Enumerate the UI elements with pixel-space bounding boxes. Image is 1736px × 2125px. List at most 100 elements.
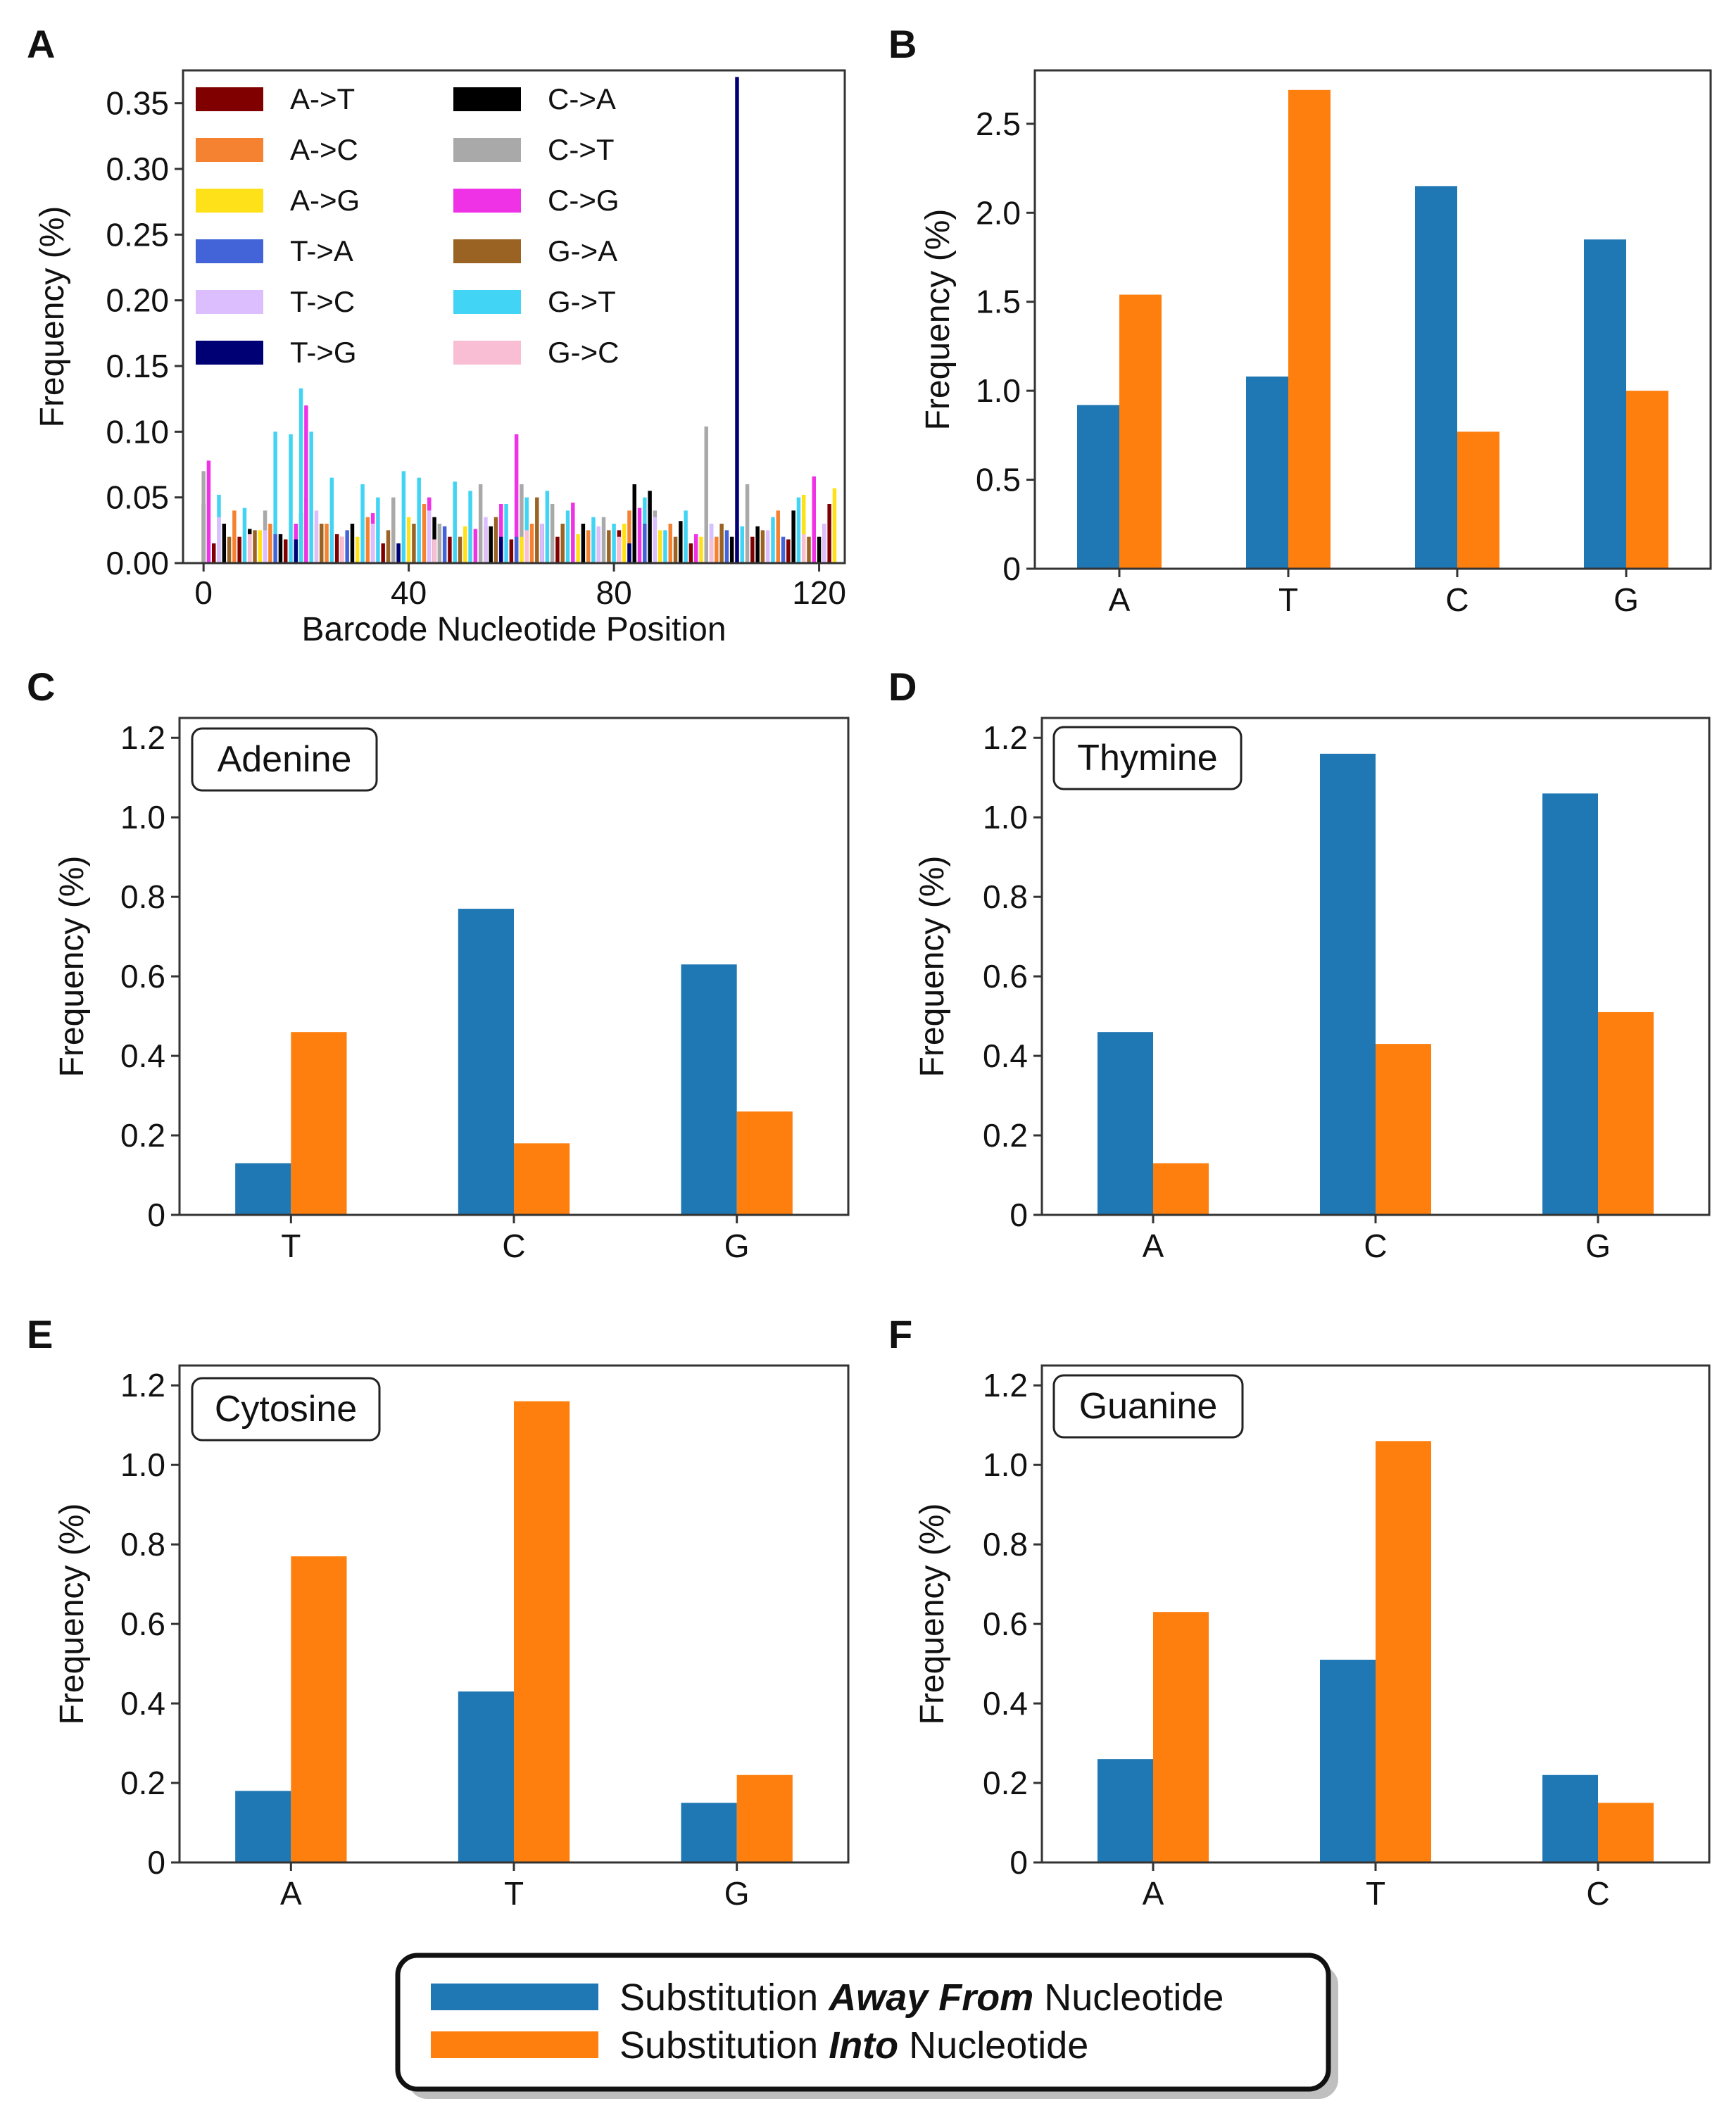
panel-b-bars (1077, 89, 1668, 569)
panel-a-bar (499, 504, 503, 563)
panel-a-bar (529, 524, 534, 563)
panel-e-bar-away-a (235, 1791, 291, 1862)
panel-f-inset: Guanine (1052, 1374, 1244, 1439)
panel-a-bar (555, 536, 560, 563)
panel-b-bar-into-c (1457, 431, 1499, 569)
panel-e: E 0 0.2 0.4 0.6 0.8 1.0 1.2 A T G Cytosine Freque… (27, 1312, 850, 1912)
panel-b-ytick-label: 0 (1002, 550, 1021, 587)
panel-c-bar-away-t (235, 1163, 291, 1215)
shared-legend: Substitution Away From Nucleotide Substi… (395, 1953, 1338, 2099)
panel-a-bar (278, 534, 283, 563)
panel-e-ytick-label: 0.2 (120, 1765, 165, 1801)
panel-d-ticks: 0 0.2 0.4 0.6 0.8 1.0 1.2 A C G (983, 719, 1611, 1264)
panel-a-bar (401, 471, 406, 563)
panel-a-bar (550, 504, 555, 563)
panel-a-frame (182, 69, 846, 565)
panel-a-ticks: 0.00 0.05 0.10 0.15 0.20 0.25 0.30 0.35 0 40 80 120 (106, 85, 845, 611)
panel-a-bar (463, 526, 467, 563)
panel-a-bar (484, 517, 488, 563)
panel-b-ytick-label: 2.0 (976, 194, 1021, 231)
panel-a-bar (381, 543, 385, 563)
panel-a-bar (396, 543, 401, 563)
panel-b-bar-away-a (1077, 405, 1119, 569)
svg-text:A->T: A->T (290, 82, 355, 115)
legend-label-into: Substitution Into Nucleotide (619, 2024, 1088, 2067)
panel-a-bar (704, 426, 708, 563)
legend-swatch-away (431, 1984, 598, 2010)
panel-d-inset: Thymine (1052, 726, 1243, 790)
panel-a-bar (601, 517, 606, 563)
panel-a-bar (437, 524, 442, 563)
panel-a-bar (365, 517, 370, 563)
svg-text:C->A: C->A (548, 82, 616, 115)
panel-a-bar (417, 477, 421, 563)
legend-entry-c-a: C->A (453, 82, 616, 115)
panel-a-bar (258, 530, 263, 563)
panel-a-bar (247, 534, 252, 563)
panel-c-bars (235, 909, 793, 1215)
svg-text:G->A: G->A (548, 234, 617, 267)
panel-a-xtick-label: 80 (596, 574, 632, 611)
panel-d-xtick-label: C (1364, 1228, 1387, 1264)
legend-entry-t-c: T->C (196, 285, 355, 318)
panel-a-bar (565, 510, 570, 563)
svg-text:T->G: T->G (290, 336, 357, 369)
panel-a-bar (263, 530, 268, 563)
panel-e-ytick-label: 1.2 (120, 1367, 165, 1404)
panel-a-bar (294, 539, 298, 563)
panel-e-bar-into-a (291, 1556, 347, 1862)
panel-b: B 0 0.5 1.0 1.5 2.0 2.5 A T C G Frequency (%) (888, 22, 1712, 618)
panel-a-bar (596, 526, 600, 563)
panel-a-bar (607, 530, 611, 563)
panel-a-bar (576, 534, 580, 563)
panel-a-bar (796, 497, 801, 563)
panel-a-legend: A->T A->C A->G T->A T->C T->G C->A C->T … (196, 82, 619, 369)
panel-a-bar (473, 529, 478, 563)
panel-a-bar (776, 510, 781, 563)
panel-e-ytick-label: 0.8 (120, 1526, 165, 1563)
panel-a-bar (817, 536, 822, 563)
panel-d-ytick-label: 0.2 (983, 1117, 1028, 1154)
legend-entry-g-t: G->T (453, 285, 616, 318)
panel-a-bar (478, 484, 483, 563)
panel-a-ytick-label: 0.10 (106, 413, 169, 450)
panel-a-bar (632, 484, 636, 563)
legend-entry-a-g: A->G (196, 184, 360, 217)
panel-e-bar-into-t (514, 1401, 570, 1862)
panel-a-ylabel: Frequency (%) (34, 206, 71, 428)
panel-f-bar-away-a (1097, 1759, 1153, 1862)
legend-entry-t-a: T->A (196, 234, 353, 267)
panel-a-bar (514, 434, 519, 563)
panel-b-xtick-label: A (1109, 581, 1131, 618)
panel-a-bar (217, 517, 221, 563)
panel-d-bar-away-c (1320, 753, 1376, 1215)
panel-d-bar-away-g (1542, 793, 1598, 1215)
panel-a-bar (719, 524, 724, 563)
panel-c-xtick-label: G (724, 1228, 750, 1264)
panel-a-bar (442, 526, 447, 563)
svg-text:A->C: A->C (290, 133, 358, 166)
panel-a-bar (350, 524, 355, 563)
panel-a-bar (750, 536, 755, 563)
panel-e-xtick-label: G (724, 1875, 750, 1912)
panel-a-bar (422, 504, 427, 563)
panel-a-bar (643, 524, 647, 563)
panel-a-bar (448, 536, 452, 563)
legend-entry-g-a: G->A (453, 234, 617, 267)
panel-a-bar (499, 536, 503, 563)
panel-f: F 0 0.2 0.4 0.6 0.8 1.0 1.2 A T C Guanine Frequen… (888, 1312, 1711, 1912)
panel-a-bar (298, 388, 303, 563)
panel-a-ytick-label: 0.35 (106, 85, 169, 122)
legend-entry-a-c: A->C (196, 133, 358, 166)
panel-f-bar-into-c (1598, 1803, 1654, 1862)
panel-c-bar-into-g (736, 1111, 793, 1215)
panel-f-xtick-label: T (1366, 1875, 1385, 1912)
svg-text:G->T: G->T (548, 285, 616, 318)
panel-a-bar (679, 521, 683, 563)
panel-a-bar (237, 536, 241, 563)
panel-a-bar (370, 524, 375, 563)
panel-a-bar (791, 510, 795, 563)
panel-a-bar (520, 536, 524, 563)
panel-a-bar (524, 530, 529, 563)
svg-text:T->A: T->A (290, 234, 353, 267)
